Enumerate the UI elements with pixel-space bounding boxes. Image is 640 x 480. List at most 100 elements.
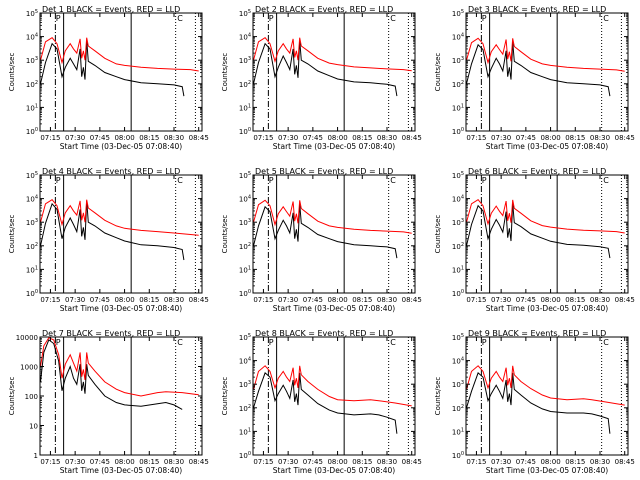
- x-tick-label: 08:00: [327, 296, 347, 304]
- x-tick-label: 08:15: [139, 134, 159, 142]
- y-tick-label: 104: [452, 33, 464, 42]
- plot-frame: [465, 336, 629, 456]
- x-tick-label: 07:45: [516, 296, 536, 304]
- y-tick-label: 100: [452, 289, 464, 298]
- x-tick-label: 08:30: [377, 296, 397, 304]
- annotation-label: C: [390, 14, 396, 23]
- y-axis-label: Counts/sec: [8, 215, 16, 254]
- series-line-lld: [40, 337, 199, 397]
- chart-title: Det 1 BLACK = Events, RED = LLD: [42, 5, 180, 14]
- annotation-label: P: [482, 14, 487, 23]
- series-line-lld: [253, 37, 412, 72]
- plot-frame: [252, 12, 416, 132]
- x-axis-label: Start Time (03-Dec-05 07:08:40): [60, 304, 182, 313]
- x-axis-label: Start Time (03-Dec-05 07:08:40): [273, 304, 395, 313]
- y-tick-label: 103: [239, 380, 251, 389]
- y-tick-label: 1: [34, 452, 38, 460]
- y-tick-label: 100: [239, 451, 251, 460]
- y-tick-label: 104: [239, 33, 251, 42]
- plot-frame: [465, 174, 629, 294]
- y-tick-label: 104: [239, 357, 251, 366]
- y-tick-label: 105: [239, 333, 251, 342]
- plot-frame: [252, 336, 416, 456]
- x-tick-label: 08:45: [189, 458, 209, 466]
- series-line-lld: [40, 199, 199, 236]
- annotation-label: P: [482, 176, 487, 185]
- plot-frame: [39, 336, 203, 456]
- x-axis-label: Start Time (03-Dec-05 07:08:40): [60, 142, 182, 151]
- y-axis-label: Counts/sec: [221, 215, 229, 254]
- x-tick-label: 07:45: [516, 458, 536, 466]
- x-tick-label: 08:45: [402, 134, 422, 142]
- x-axis-label: Start Time (03-Dec-05 07:08:40): [486, 304, 608, 313]
- x-tick-label: 07:45: [303, 458, 323, 466]
- y-axis-label: Counts/sec: [434, 53, 442, 92]
- y-tick-label: 104: [452, 195, 464, 204]
- annotation-label: C: [390, 338, 396, 347]
- x-axis-label: Start Time (03-Dec-05 07:08:40): [60, 466, 182, 475]
- y-tick-label: 100: [452, 451, 464, 460]
- x-tick-label: 08:00: [114, 458, 134, 466]
- y-tick-label: 102: [452, 80, 464, 89]
- x-tick-label: 07:45: [90, 458, 110, 466]
- y-axis-label: Counts/sec: [221, 377, 229, 416]
- y-tick-label: 102: [26, 80, 38, 89]
- y-tick-label: 102: [239, 242, 251, 251]
- x-tick-label: 08:15: [565, 134, 585, 142]
- series-line-events: [40, 200, 185, 261]
- x-tick-label: 08:15: [565, 296, 585, 304]
- x-tick-label: 08:45: [615, 458, 635, 466]
- x-tick-label: 07:30: [65, 458, 85, 466]
- annotation-label: P: [56, 176, 61, 185]
- x-tick-label: 07:15: [466, 134, 486, 142]
- x-tick-label: 07:45: [90, 296, 110, 304]
- x-tick-label: 08:30: [590, 458, 610, 466]
- annotation-label: C: [177, 176, 183, 185]
- x-tick-label: 08:30: [164, 296, 184, 304]
- x-axis-label: Start Time (03-Dec-05 07:08:40): [486, 142, 608, 151]
- y-tick-label: 10: [29, 423, 38, 431]
- y-tick-label: 105: [452, 333, 464, 342]
- x-tick-label: 08:15: [352, 134, 372, 142]
- chart-title: Det 3 BLACK = Events, RED = LLD: [468, 5, 606, 14]
- x-axis-label: Start Time (03-Dec-05 07:08:40): [486, 466, 608, 475]
- x-axis-label: Start Time (03-Dec-05 07:08:40): [273, 142, 395, 151]
- annotation-label: C: [603, 14, 609, 23]
- x-tick-label: 08:30: [164, 134, 184, 142]
- x-tick-label: 07:45: [90, 134, 110, 142]
- x-tick-label: 07:15: [40, 458, 60, 466]
- x-tick-label: 08:00: [114, 134, 134, 142]
- x-tick-label: 07:15: [253, 458, 273, 466]
- y-tick-label: 105: [452, 171, 464, 180]
- series-line-events: [253, 372, 398, 434]
- y-tick-label: 105: [239, 171, 251, 180]
- y-tick-label: 102: [452, 242, 464, 251]
- chart-title: Det 7 BLACK = Events, RED = LLD: [42, 329, 180, 338]
- x-tick-label: 08:00: [114, 296, 134, 304]
- x-tick-label: 08:30: [377, 134, 397, 142]
- x-tick-label: 07:15: [253, 296, 273, 304]
- y-tick-label: 101: [239, 103, 251, 112]
- annotation-label: P: [269, 176, 274, 185]
- x-tick-label: 08:30: [164, 458, 184, 466]
- chart-title: Det 5 BLACK = Events, RED = LLD: [255, 167, 393, 176]
- x-tick-label: 07:30: [278, 458, 298, 466]
- y-axis-label: Counts/sec: [434, 215, 442, 254]
- x-tick-label: 07:30: [278, 296, 298, 304]
- y-tick-label: 100: [26, 127, 38, 136]
- y-tick-label: 10000: [16, 334, 38, 342]
- chart-title: Det 9 BLACK = Events, RED = LLD: [468, 329, 606, 338]
- annotation-label: P: [269, 338, 274, 347]
- x-tick-label: 07:30: [491, 296, 511, 304]
- plot-frame: [252, 174, 416, 294]
- y-tick-label: 105: [239, 9, 251, 18]
- y-tick-label: 103: [239, 56, 251, 65]
- y-tick-label: 102: [26, 242, 38, 251]
- series-line-events: [253, 40, 398, 97]
